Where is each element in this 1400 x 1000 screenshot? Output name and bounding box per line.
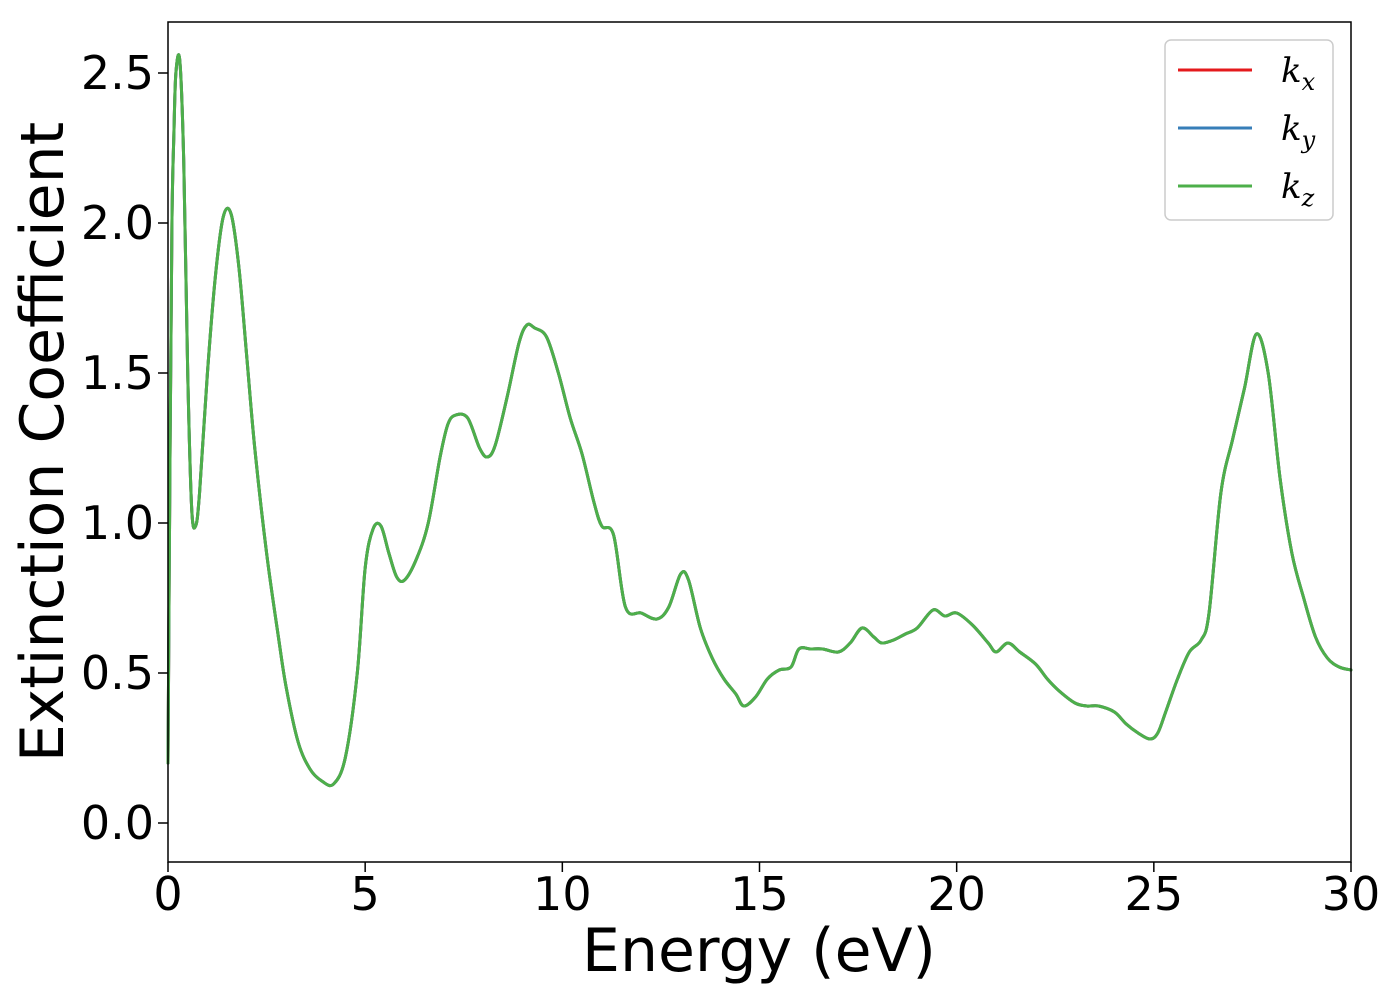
y-axis-label: Extinction Coefficient [8,122,78,762]
x-tick-label: 0 [153,867,182,921]
y-tick-label: 1.5 [81,346,154,400]
y-tick-label: 2.0 [81,196,154,250]
legend: kx ky kz [1164,39,1334,221]
x-tick-label: 15 [730,867,789,921]
series-line-kz [166,53,1353,788]
x-tick-label: 25 [1125,867,1184,921]
x-tick-label: 10 [533,867,592,921]
legend-entries: kx ky kz [1178,51,1316,212]
y-tick-label: 0.0 [81,796,154,850]
legend-label-ky: ky [1281,109,1316,154]
y-axis-ticks: 0.0 0.5 1.0 1.5 2.0 2.5 [81,46,168,850]
legend-box [1164,39,1334,221]
y-tick-label: 1.0 [81,496,154,550]
x-axis-ticks: 0 5 10 15 20 25 30 [153,862,1380,921]
y-tick-label: 2.5 [81,46,154,100]
x-tick-label: 5 [351,867,380,921]
legend-label-kx: kx [1281,51,1316,96]
series-layer [166,53,1353,788]
y-tick-label: 0.5 [81,646,154,700]
x-tick-label: 20 [927,867,986,921]
legend-label-kz: kz [1281,167,1315,212]
x-axis-label: Energy (eV) [582,916,936,986]
x-tick-label: 30 [1322,867,1381,921]
